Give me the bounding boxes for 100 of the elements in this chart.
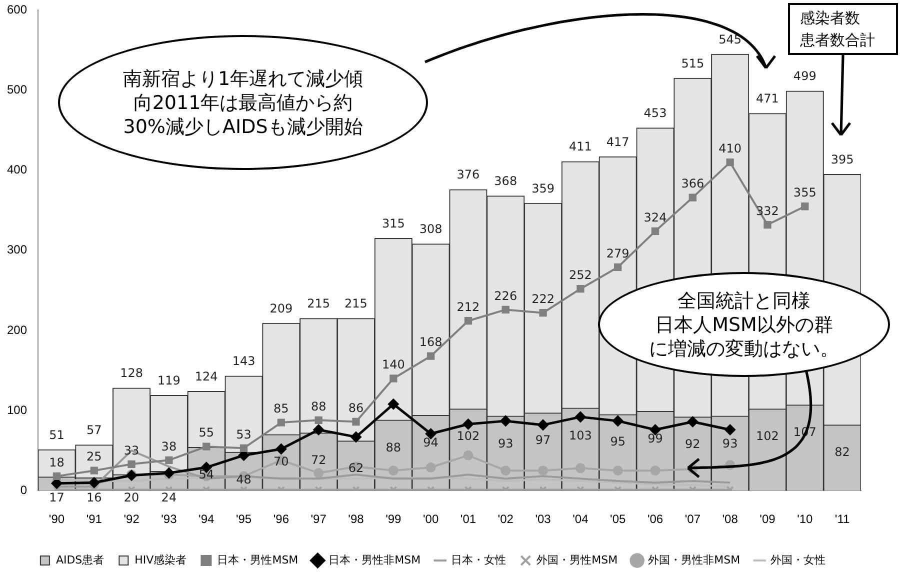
total-label: 499 xyxy=(793,69,816,84)
data-label: 18 xyxy=(49,455,64,470)
data-label: 97 xyxy=(535,433,551,448)
legend-label: 日本・男性非MSM xyxy=(328,553,421,566)
data-label: 17 xyxy=(49,490,64,505)
total-label: 315 xyxy=(382,216,405,231)
data-label: 252 xyxy=(568,268,592,282)
total-label: 515 xyxy=(681,56,704,70)
x-tick-label: '00 xyxy=(422,512,439,526)
data-label: 212 xyxy=(456,300,480,314)
annotation: 南新宿より1年遅れて減少傾向2011年は最高値から約30%減少しAIDSも減少開始 xyxy=(122,66,364,138)
data-label: 93 xyxy=(722,436,738,450)
data-label: 62 xyxy=(348,461,364,476)
x-tick-label: '99 xyxy=(386,512,402,526)
data-label: 85 xyxy=(274,402,289,416)
x-tick-label: '04 xyxy=(572,512,589,526)
data-label: 33 xyxy=(124,443,140,458)
legend-label: 外国・男性MSM xyxy=(536,553,618,566)
data-label: 88 xyxy=(386,440,402,454)
y-tick-label: 500 xyxy=(6,82,28,97)
data-label: 140 xyxy=(382,358,405,372)
data-label: 53 xyxy=(236,427,252,442)
data-label: 82 xyxy=(834,445,850,460)
x-tick-label: '02 xyxy=(498,512,514,526)
data-label: 324 xyxy=(644,210,667,224)
total-label: 215 xyxy=(307,296,330,311)
data-label: 226 xyxy=(494,288,518,303)
total-label: 368 xyxy=(494,174,518,188)
total-label: 51 xyxy=(49,428,64,442)
x-tick-label: '03 xyxy=(535,512,552,526)
total-label: 376 xyxy=(456,168,480,182)
x-tick-label: '90 xyxy=(48,512,65,526)
total-label: 545 xyxy=(718,32,742,46)
legend-label: 日本・女性 xyxy=(451,553,506,566)
total-label: 417 xyxy=(606,134,630,149)
total-label: 471 xyxy=(756,92,779,106)
data-label: 366 xyxy=(681,176,704,191)
data-label: 86 xyxy=(348,400,364,415)
y-tick-label: 0 xyxy=(20,482,28,497)
data-label: 48 xyxy=(236,472,252,486)
total-label: 359 xyxy=(532,181,554,196)
y-tick-label: 300 xyxy=(6,242,28,257)
x-tick-label: '92 xyxy=(124,512,140,526)
x-tick-label: '98 xyxy=(348,512,364,526)
data-label: 332 xyxy=(756,204,779,218)
data-label: 95 xyxy=(610,434,626,449)
x-tick-label: '95 xyxy=(236,512,252,526)
data-label: 54 xyxy=(198,467,214,482)
data-label: 92 xyxy=(685,437,700,452)
total-label: 124 xyxy=(194,369,218,384)
total-label: 395 xyxy=(830,152,854,166)
total-label: 57 xyxy=(86,423,102,438)
total-label: 308 xyxy=(419,222,442,236)
x-tick-label: '08 xyxy=(722,512,738,526)
data-label: 55 xyxy=(198,426,214,440)
data-label: 88 xyxy=(310,399,326,414)
total-label: 209 xyxy=(270,301,293,316)
x-tick-label: '11 xyxy=(834,512,850,526)
data-label: 24 xyxy=(161,490,177,505)
legend-label: AIDS患者 xyxy=(56,553,104,566)
legend-label: HIV感染者 xyxy=(134,553,187,566)
x-tick-label: '01 xyxy=(460,512,476,526)
x-tick-label: '96 xyxy=(273,512,290,526)
y-tick-label: 600 xyxy=(6,2,28,17)
data-label: 20 xyxy=(124,490,140,505)
data-label: 279 xyxy=(606,246,630,260)
x-tick-label: '07 xyxy=(684,512,701,526)
data-label: 72 xyxy=(310,453,326,468)
legend-label: 外国・女性 xyxy=(770,553,826,566)
legend-label: 外国・男性非MSM xyxy=(648,553,740,566)
total-label: 215 xyxy=(344,296,368,311)
x-tick-label: '09 xyxy=(760,512,776,526)
data-label: 103 xyxy=(568,428,592,442)
data-label: 38 xyxy=(161,439,177,454)
total-label: 119 xyxy=(157,373,180,388)
legend-label: 日本・男性MSM xyxy=(217,553,298,566)
x-tick-label: '10 xyxy=(797,512,814,526)
annotation: 感染者数患者数合計 xyxy=(800,8,875,51)
data-label: 168 xyxy=(419,335,442,350)
y-tick-label: 200 xyxy=(6,322,28,337)
data-label: 99 xyxy=(648,431,663,446)
total-label: 411 xyxy=(568,140,592,154)
data-label: 25 xyxy=(86,450,102,464)
data-label: 410 xyxy=(718,141,742,156)
data-label: 222 xyxy=(532,292,554,306)
data-label: 93 xyxy=(498,436,514,450)
total-label: 128 xyxy=(120,366,143,380)
total-label: 143 xyxy=(232,354,256,368)
x-tick-label: '97 xyxy=(310,512,327,526)
data-label: 102 xyxy=(756,429,779,444)
annotation: 全国統計と同様日本人MSM以外の群に増減の変動はない。 xyxy=(649,288,839,360)
x-tick-label: '06 xyxy=(647,512,664,526)
data-label: 355 xyxy=(793,185,816,200)
x-tick-label: '94 xyxy=(198,512,215,526)
total-label: 453 xyxy=(644,106,667,120)
y-tick-label: 100 xyxy=(6,402,28,417)
data-label: 102 xyxy=(456,429,480,444)
x-tick-label: '93 xyxy=(161,512,178,526)
data-label: 16 xyxy=(86,490,102,505)
data-label: 94 xyxy=(423,435,438,450)
